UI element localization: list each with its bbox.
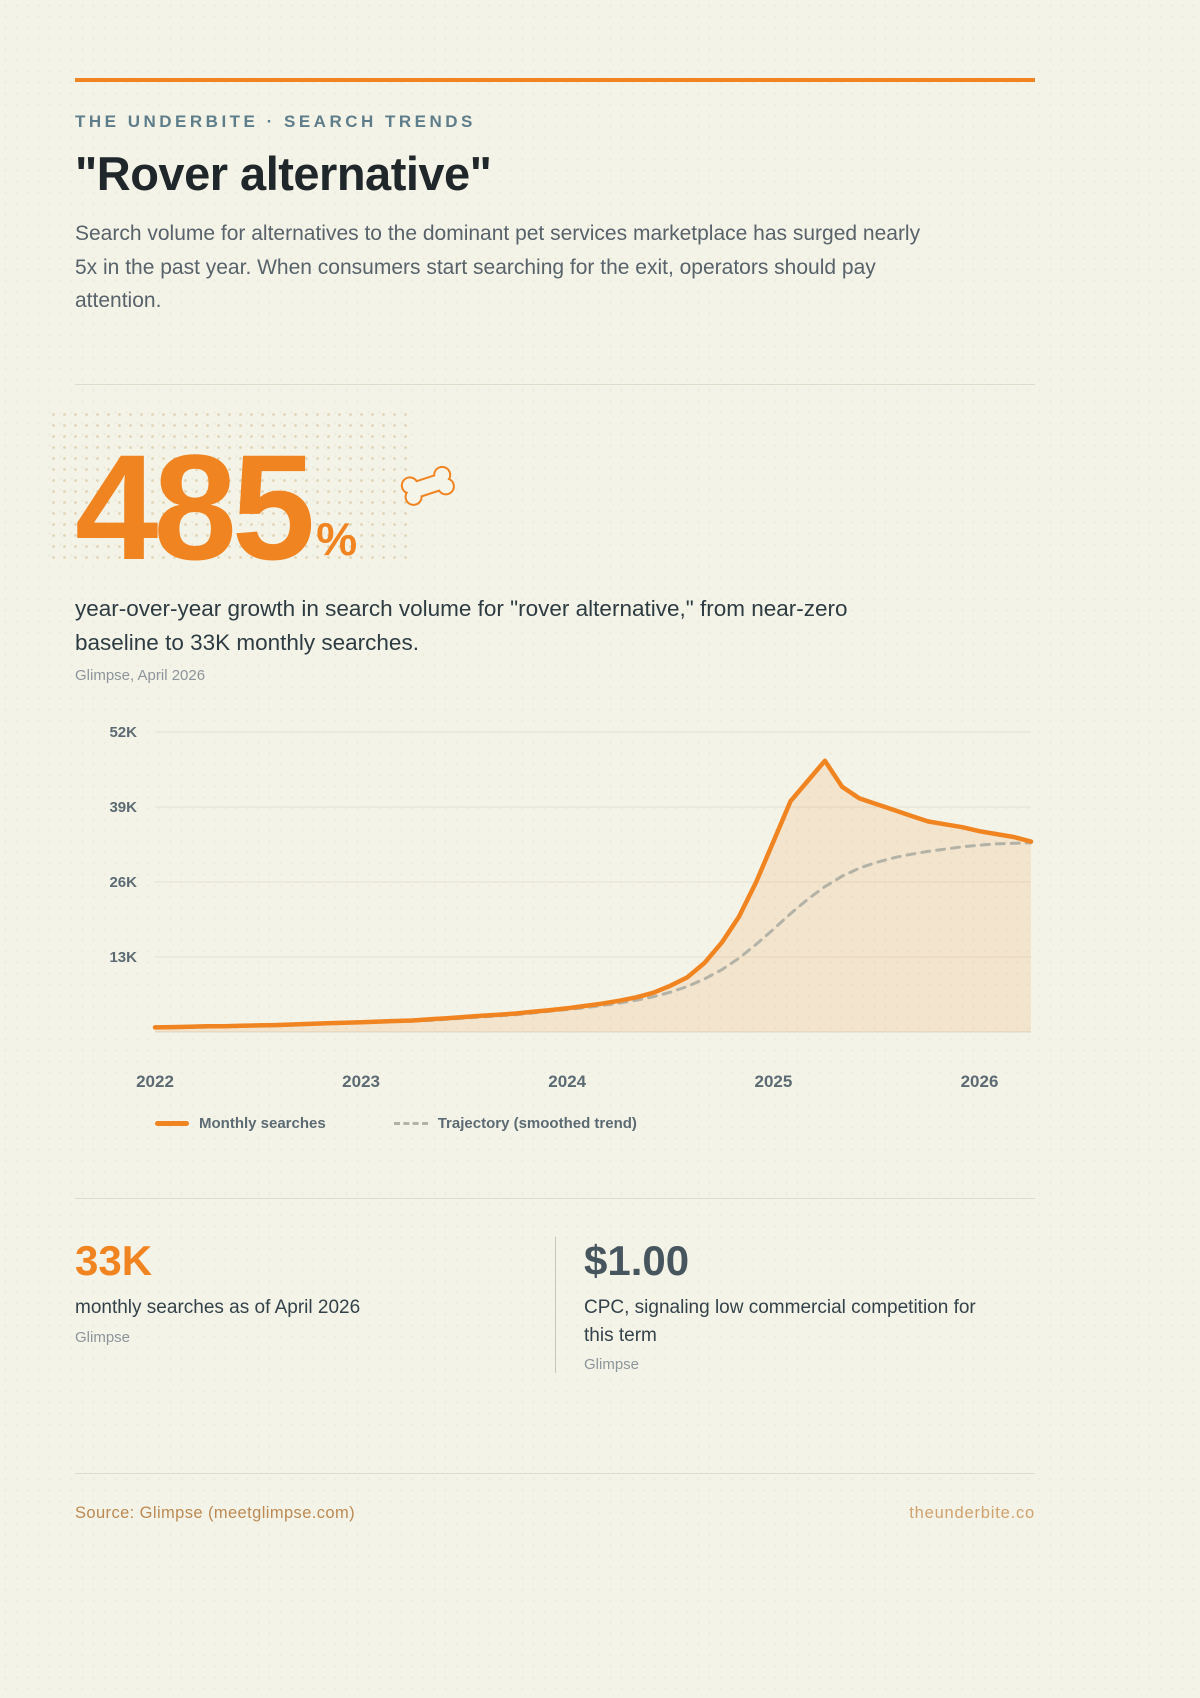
svg-text:2024: 2024 — [548, 1072, 586, 1091]
stat-description: CPC, signaling low commercial competitio… — [584, 1297, 976, 1346]
dot-pattern-decoration — [48, 408, 408, 564]
legend-swatch-solid-line — [155, 1121, 189, 1127]
svg-text:13K: 13K — [109, 949, 137, 966]
svg-text:2026: 2026 — [961, 1072, 999, 1091]
chart-section: 13K 26K 39K 52K 2022 2023 2024 2025 2026 Monthly… — [75, 712, 1035, 1132]
page-root: THE UNDERBITE · SEARCH TRENDS "Rover alt… — [48, 78, 1035, 1523]
legend-item-monthly-searches: Monthly searches — [155, 1115, 326, 1132]
hero-stat-percent-sign: % — [316, 512, 358, 565]
legend-swatch-dashed-line — [393, 1122, 428, 1126]
svg-text:39K: 39K — [109, 799, 137, 816]
stat-card-monthly-searches: 33K monthly searches as of April 2026 Gl… — [75, 1237, 555, 1373]
hero-number-row: 485 % — [75, 422, 1035, 591]
svg-text:2023: 2023 — [342, 1072, 380, 1091]
legend-item-trajectory: Trajectory (smoothed trend) — [393, 1115, 637, 1133]
stat-card-cpc: $1.00 CPC, signaling low commercial comp… — [555, 1237, 1010, 1374]
trend-chart: 13K 26K 39K 52K 2022 2023 2024 2025 2026 — [109, 724, 1034, 1091]
svg-text:26K: 26K — [109, 874, 137, 891]
stat-value: 33K — [75, 1237, 153, 1285]
svg-text:2025: 2025 — [754, 1072, 792, 1091]
svg-text:52K: 52K — [109, 724, 137, 741]
footer-source: Source: Glimpse (meetglimpse.com) — [75, 1504, 356, 1523]
stats-row: 33K monthly searches as of April 2026 Gl… — [75, 1237, 1035, 1374]
intro-paragraph: Search volume for alternatives to the do… — [75, 222, 921, 313]
stat-source: Glimpse — [75, 1328, 131, 1346]
legend-label: Monthly searches — [199, 1115, 326, 1133]
stat-value: $1.00 — [584, 1237, 690, 1285]
stat-description: monthly searches as of April 2026 — [75, 1297, 361, 1319]
footer-site: theunderbite.co — [909, 1504, 1035, 1523]
footer: Source: Glimpse (meetglimpse.com) theund… — [75, 1504, 1035, 1523]
section-divider-mid — [75, 1198, 1035, 1200]
chart-legend: Monthly searches Trajectory (smoothed tr… — [75, 1115, 1035, 1132]
hero-stat-source: Glimpse, April 2026 — [75, 667, 206, 685]
svg-text:2022: 2022 — [136, 1072, 174, 1091]
section-divider-top — [75, 383, 1035, 385]
bone-icon — [391, 461, 465, 522]
kicker: THE UNDERBITE · SEARCH TRENDS — [75, 112, 476, 131]
hero-stat-block: 485 % — [48, 408, 1035, 685]
section-divider-bottom — [75, 1473, 1035, 1475]
page-title: "Rover alternative" — [75, 147, 492, 200]
top-accent-rule — [75, 78, 1035, 82]
hero-stat-value: 485 — [75, 422, 315, 591]
stat-source: Glimpse — [584, 1356, 640, 1374]
hero-stat-description: year-over-year growth in search volume f… — [75, 595, 848, 655]
legend-label: Trajectory (smoothed trend) — [437, 1115, 637, 1133]
